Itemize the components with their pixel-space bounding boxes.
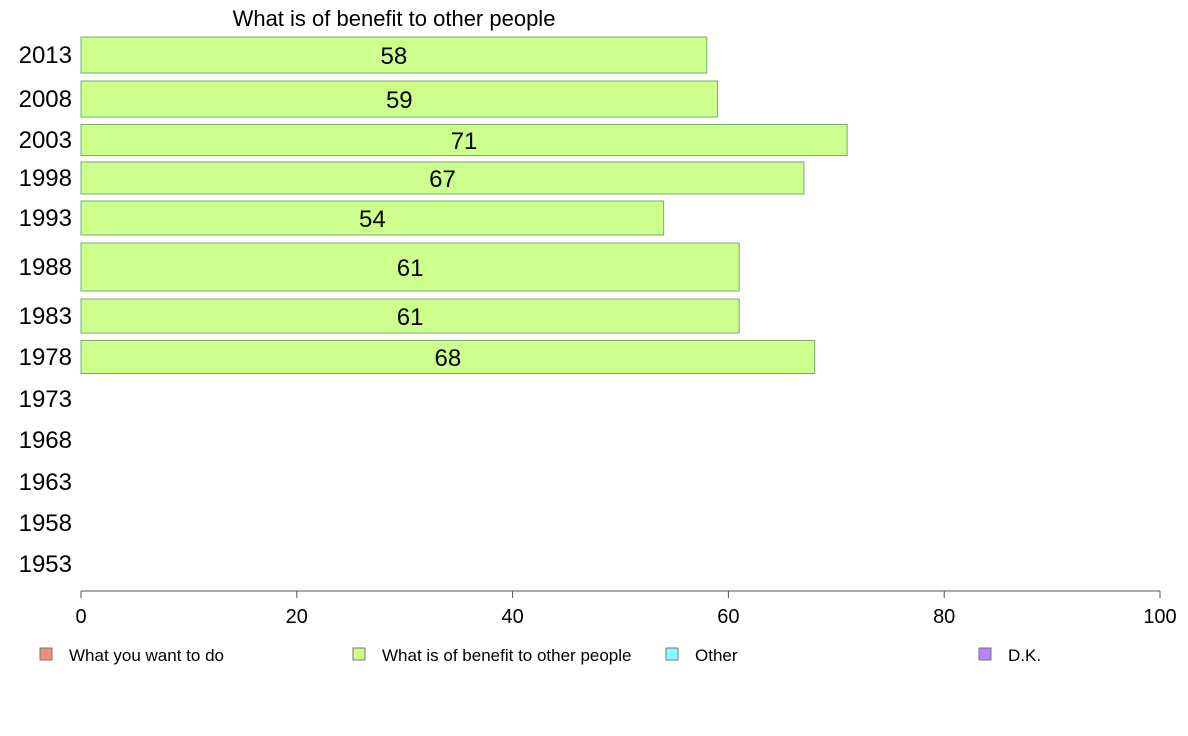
bar-value-label: 58 bbox=[381, 43, 408, 70]
y-tick-label: 2003 bbox=[19, 127, 72, 154]
y-tick-label: 1983 bbox=[19, 303, 72, 330]
y-tick-label: 1993 bbox=[19, 205, 72, 232]
x-axis: 0 20 40 60 80 100 bbox=[75, 590, 1177, 628]
legend-label: Other bbox=[695, 646, 738, 665]
legend-label: What is of benefit to other people bbox=[382, 646, 632, 665]
y-tick-label: 2013 bbox=[19, 42, 72, 69]
bar-value-label: 68 bbox=[435, 345, 462, 372]
y-tick-label: 1963 bbox=[19, 469, 72, 496]
legend: What you want to do What is of benefit to… bbox=[39, 646, 1041, 665]
bar-value-label: 71 bbox=[451, 128, 478, 155]
y-tick-label: 1973 bbox=[19, 386, 72, 413]
y-tick-label: 1968 bbox=[19, 427, 72, 454]
bar-2008 bbox=[80, 80, 719, 118]
bar-value-label: 54 bbox=[359, 206, 386, 233]
chart-title: What is of benefit to other people bbox=[233, 6, 556, 31]
x-tick-label: 40 bbox=[501, 606, 523, 628]
legend-label: D.K. bbox=[1008, 646, 1041, 665]
y-tick-label: 1953 bbox=[19, 551, 72, 578]
legend-item: D.K. bbox=[978, 646, 1041, 665]
bar-1993 bbox=[80, 200, 665, 236]
bar-value-label: 67 bbox=[429, 166, 456, 193]
bar-2013 bbox=[80, 36, 708, 74]
y-tick-label: 1988 bbox=[19, 254, 72, 281]
legend-swatch bbox=[352, 647, 366, 661]
legend-swatch bbox=[665, 647, 679, 661]
legend-item: Other bbox=[665, 646, 738, 665]
bar-1998 bbox=[80, 161, 805, 195]
y-tick-label: 2008 bbox=[19, 86, 72, 113]
legend-item: What is of benefit to other people bbox=[352, 646, 632, 665]
bar-value-label: 61 bbox=[397, 255, 424, 282]
y-tick-label: 1958 bbox=[19, 510, 72, 537]
legend-item: What you want to do bbox=[39, 646, 224, 665]
x-tick-label: 0 bbox=[75, 606, 86, 628]
bar-1983 bbox=[80, 298, 740, 334]
x-tick-label: 80 bbox=[933, 606, 955, 628]
legend-swatch bbox=[39, 647, 53, 661]
bar-1988 bbox=[80, 242, 740, 292]
bar-2003 bbox=[80, 124, 848, 156]
x-tick-label: 20 bbox=[286, 606, 308, 628]
bars-group: 58 59 71 67 54 61 61 68 bbox=[80, 36, 848, 374]
y-tick-label: 1978 bbox=[19, 344, 72, 371]
bar-value-label: 61 bbox=[397, 304, 424, 331]
x-tick-label: 100 bbox=[1143, 606, 1176, 628]
legend-label: What you want to do bbox=[69, 646, 224, 665]
x-tick-label: 60 bbox=[717, 606, 739, 628]
legend-swatch bbox=[978, 647, 992, 661]
y-axis-labels: 2013 2008 2003 1998 1993 1988 1983 1978 1973 1968… bbox=[19, 42, 72, 578]
bar-1978 bbox=[80, 340, 816, 374]
y-tick-label: 1998 bbox=[19, 165, 72, 192]
bar-value-label: 59 bbox=[386, 87, 413, 114]
